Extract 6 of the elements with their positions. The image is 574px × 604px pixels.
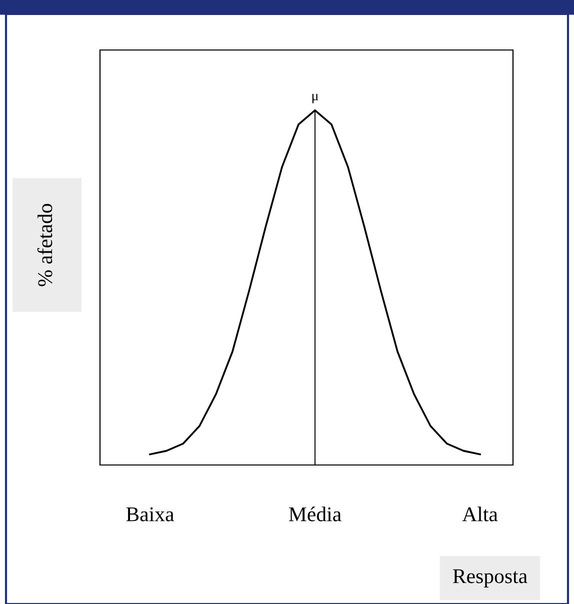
x-axis-title: Resposta (452, 569, 528, 588)
x-tick-label: Baixa (126, 507, 174, 522)
y-axis-title: % afetado (37, 204, 52, 286)
x-tick-label: Média (288, 506, 342, 522)
x-tick-label: Alta (462, 506, 498, 522)
ref-line-label: μ (312, 94, 318, 104)
